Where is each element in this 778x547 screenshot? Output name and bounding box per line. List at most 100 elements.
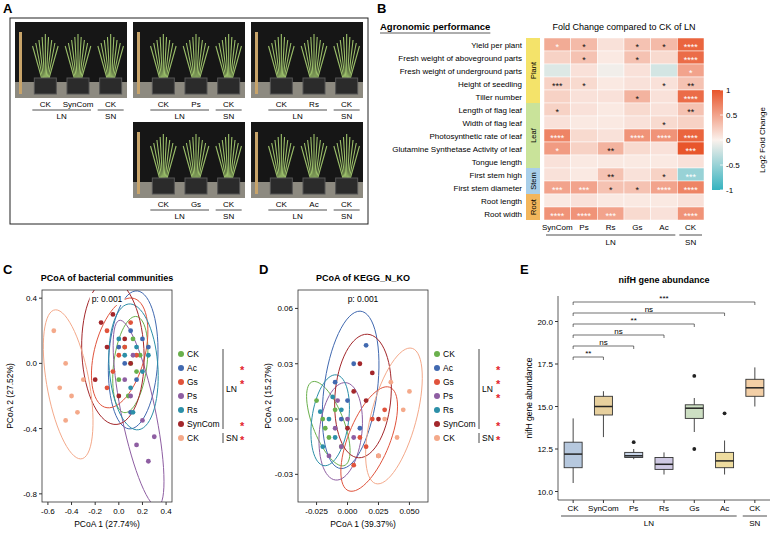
group-line: [268, 210, 327, 211]
plant: [163, 34, 164, 80]
significance: *: [240, 378, 245, 390]
x-tick-label: SynCom: [588, 504, 619, 513]
confidence-ellipse: [366, 348, 423, 484]
ruler: [137, 132, 140, 194]
heat-cell: [624, 194, 651, 207]
plant: [114, 46, 124, 80]
y-tick: [295, 419, 298, 420]
colorbar-tick: [720, 90, 723, 91]
chart-title: PCoA of bacterial communities: [41, 273, 174, 283]
legend-label: Rs: [187, 405, 197, 415]
heat-cell: [624, 51, 651, 64]
x-tick: [694, 500, 695, 503]
point: [376, 454, 381, 459]
row-group-label: Stem: [529, 172, 538, 190]
y-tick: [295, 474, 298, 475]
x-tick-label: CK: [749, 504, 761, 513]
plant: [167, 146, 177, 180]
significance: *: [240, 420, 245, 432]
significance: *: [496, 420, 501, 432]
plant: [313, 134, 314, 180]
plant: [343, 137, 345, 180]
point: [358, 426, 363, 431]
group-label: SN: [223, 212, 234, 221]
heat-cell: [571, 64, 598, 77]
point: [364, 444, 369, 449]
group-line: [334, 110, 360, 111]
annotation: p: 0.001: [92, 294, 123, 304]
point: [116, 345, 121, 350]
y-tick-label: 15.0: [537, 403, 553, 412]
group-line: [98, 110, 124, 111]
plant: [160, 137, 162, 180]
legend-group-label: LN: [226, 384, 237, 394]
y-tick: [39, 428, 42, 429]
plant: [160, 37, 162, 80]
significance: **: [687, 81, 695, 91]
row-group: [526, 168, 540, 194]
heat-cell: [571, 103, 598, 116]
x-tick: [71, 502, 72, 505]
plant: [42, 37, 44, 80]
pot: [336, 178, 358, 194]
x-tick: [95, 502, 96, 505]
significance: ***: [685, 172, 696, 182]
comparison-label: ns: [614, 327, 622, 336]
group-label: LN: [644, 519, 654, 528]
colorbar-tick-label: 1: [726, 86, 731, 95]
heat-cell: [624, 181, 651, 194]
heat-cell: [571, 142, 598, 155]
heat-cell: [651, 207, 678, 220]
heat-cell: [651, 168, 678, 181]
heat-cell: [677, 90, 704, 103]
pot: [152, 178, 174, 194]
point: [333, 435, 338, 440]
confidence-ellipse: [335, 334, 392, 458]
plant: [193, 37, 195, 80]
significance: ****: [630, 133, 645, 143]
x-tick-label: Ac: [720, 504, 729, 513]
group-line: [268, 110, 327, 111]
heat-cell: [624, 155, 651, 168]
median: [655, 464, 673, 466]
heat-cell: [651, 103, 678, 116]
x-tick: [118, 502, 119, 505]
plant: [167, 46, 177, 80]
point: [128, 320, 133, 325]
outlier: [692, 447, 696, 451]
legend-swatch: [434, 351, 440, 357]
x-tick: [724, 500, 725, 503]
x-axis-title: PCoA 1 (27.74%): [74, 519, 140, 529]
heat-cell: [624, 64, 651, 77]
plant: [77, 34, 78, 80]
y-tick: [295, 308, 298, 309]
heat-cell: [544, 129, 571, 142]
heat-cell: [597, 77, 624, 90]
photo-label: CK: [276, 100, 288, 109]
point: [128, 361, 133, 366]
legend-swatch: [178, 435, 184, 441]
x-tick: [409, 502, 410, 505]
point: [351, 389, 356, 394]
legend-label: CK: [443, 349, 455, 359]
plant: [350, 146, 360, 180]
comparison-label: **: [631, 316, 637, 325]
photo: [15, 22, 127, 98]
significance: *: [496, 378, 501, 390]
group-line: [216, 210, 242, 211]
legend-label: CK: [443, 433, 455, 443]
heat-cell: [571, 38, 598, 51]
heat-cell: [597, 142, 624, 155]
median: [564, 453, 582, 455]
heat-cell: [624, 168, 651, 181]
plant: [285, 146, 295, 180]
point: [116, 337, 121, 342]
x-tick-label: Rs: [659, 504, 669, 513]
x-tick: [664, 500, 665, 503]
heat-cell: [624, 90, 651, 103]
photo-label: Ac: [309, 200, 318, 209]
photo-label: Ps: [191, 100, 200, 109]
point: [327, 417, 332, 422]
point: [351, 463, 356, 468]
column-label: CK: [685, 223, 697, 232]
